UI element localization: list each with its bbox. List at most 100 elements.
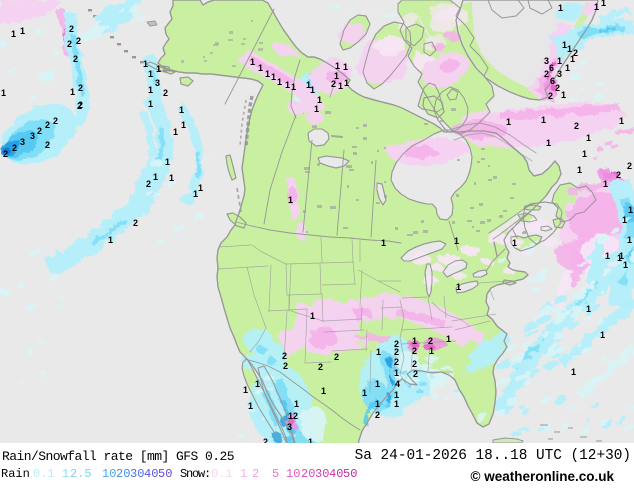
- svg-text:1: 1: [288, 411, 293, 421]
- svg-text:1: 1: [412, 336, 417, 346]
- svg-text:1: 1: [605, 251, 610, 261]
- svg-text:2: 2: [3, 149, 8, 159]
- svg-text:1: 1: [343, 62, 348, 72]
- svg-text:1: 1: [622, 215, 627, 225]
- svg-text:3: 3: [557, 69, 562, 79]
- svg-text:1: 1: [310, 85, 315, 95]
- svg-text:1: 1: [20, 26, 25, 36]
- svg-text:2: 2: [412, 346, 417, 356]
- svg-text:1: 1: [446, 334, 451, 344]
- svg-text:1: 1: [277, 77, 282, 87]
- svg-text:1: 1: [255, 379, 260, 389]
- svg-text:1: 1: [394, 390, 399, 400]
- svg-text:1: 1: [143, 59, 148, 69]
- svg-text:2: 2: [263, 437, 268, 443]
- svg-text:1: 1: [577, 165, 582, 175]
- svg-text:1: 1: [108, 235, 113, 245]
- svg-text:1: 1: [456, 282, 461, 292]
- svg-text:1: 1: [627, 235, 632, 245]
- svg-text:2: 2: [76, 36, 81, 46]
- svg-text:2: 2: [283, 361, 288, 371]
- svg-text:1: 1: [594, 2, 599, 12]
- svg-text:1: 1: [394, 399, 399, 409]
- svg-text:1: 1: [394, 368, 399, 378]
- svg-text:1: 1: [557, 56, 562, 66]
- svg-text:1: 1: [601, 0, 606, 8]
- svg-text:1: 1: [156, 64, 161, 74]
- svg-text:3: 3: [544, 56, 549, 66]
- svg-text:1: 1: [70, 87, 75, 97]
- svg-text:2: 2: [428, 336, 433, 346]
- svg-text:1: 1: [338, 81, 343, 91]
- svg-text:2: 2: [12, 143, 17, 153]
- svg-text:2: 2: [133, 218, 138, 228]
- svg-text:2: 2: [318, 362, 323, 372]
- svg-text:1: 1: [619, 116, 624, 126]
- svg-text:1: 1: [567, 44, 572, 54]
- svg-text:1: 1: [193, 189, 198, 199]
- svg-text:1: 1: [506, 117, 511, 127]
- svg-text:2: 2: [616, 170, 621, 180]
- svg-text:2: 2: [78, 83, 83, 93]
- svg-text:1: 1: [561, 90, 566, 100]
- svg-text:1: 1: [308, 437, 313, 443]
- svg-text:1: 1: [314, 104, 319, 114]
- svg-text:6: 6: [550, 76, 555, 86]
- svg-text:1: 1: [310, 311, 315, 321]
- svg-text:1: 1: [306, 80, 311, 90]
- svg-text:1: 1: [148, 69, 153, 79]
- svg-text:3: 3: [155, 78, 160, 88]
- svg-text:1: 1: [294, 399, 299, 409]
- svg-text:1: 1: [258, 63, 263, 73]
- svg-text:1: 1: [165, 157, 170, 167]
- svg-text:1: 1: [586, 304, 591, 314]
- svg-text:1: 1: [291, 82, 296, 92]
- svg-text:1: 1: [148, 99, 153, 109]
- svg-text:1: 1: [248, 401, 253, 411]
- svg-text:3: 3: [20, 137, 25, 147]
- svg-text:2: 2: [67, 39, 72, 49]
- svg-text:2: 2: [555, 83, 560, 93]
- svg-text:2: 2: [574, 121, 579, 131]
- svg-text:1: 1: [546, 138, 551, 148]
- svg-text:1: 1: [317, 95, 322, 105]
- svg-text:1: 1: [11, 29, 16, 39]
- svg-text:2: 2: [282, 351, 287, 361]
- svg-text:1: 1: [153, 172, 158, 182]
- svg-text:2: 2: [394, 339, 399, 349]
- svg-text:1: 1: [570, 54, 575, 64]
- svg-text:3: 3: [287, 422, 292, 432]
- svg-text:1: 1: [169, 173, 174, 183]
- svg-text:2: 2: [394, 347, 399, 357]
- svg-text:1: 1: [623, 260, 628, 270]
- svg-text:2: 2: [412, 359, 417, 369]
- svg-text:2: 2: [78, 100, 83, 110]
- svg-text:3: 3: [30, 131, 35, 141]
- svg-text:1: 1: [173, 127, 178, 137]
- svg-text:1: 1: [603, 179, 608, 189]
- svg-text:1: 1: [541, 115, 546, 125]
- svg-text:2: 2: [69, 24, 74, 34]
- svg-text:1: 1: [586, 133, 591, 143]
- svg-text:1: 1: [628, 205, 633, 215]
- svg-text:2: 2: [331, 79, 336, 89]
- svg-text:6: 6: [549, 63, 554, 73]
- svg-text:2: 2: [146, 179, 151, 189]
- svg-text:1: 1: [429, 346, 434, 356]
- svg-text:1: 1: [565, 63, 570, 73]
- svg-text:1: 1: [617, 253, 622, 263]
- svg-text:2: 2: [163, 88, 168, 98]
- svg-text:1: 1: [334, 71, 339, 81]
- svg-text:1: 1: [571, 367, 576, 377]
- svg-text:1: 1: [335, 61, 340, 71]
- svg-text:1: 1: [362, 388, 367, 398]
- svg-text:1: 1: [285, 80, 290, 90]
- svg-text:2: 2: [413, 369, 418, 379]
- svg-text:1: 1: [381, 238, 386, 248]
- svg-text:1: 1: [562, 40, 567, 50]
- svg-text:1: 1: [198, 183, 203, 193]
- svg-text:1: 1: [376, 347, 381, 357]
- svg-text:1: 1: [375, 399, 380, 409]
- svg-text:1: 1: [1, 88, 6, 98]
- svg-text:1: 1: [265, 69, 270, 79]
